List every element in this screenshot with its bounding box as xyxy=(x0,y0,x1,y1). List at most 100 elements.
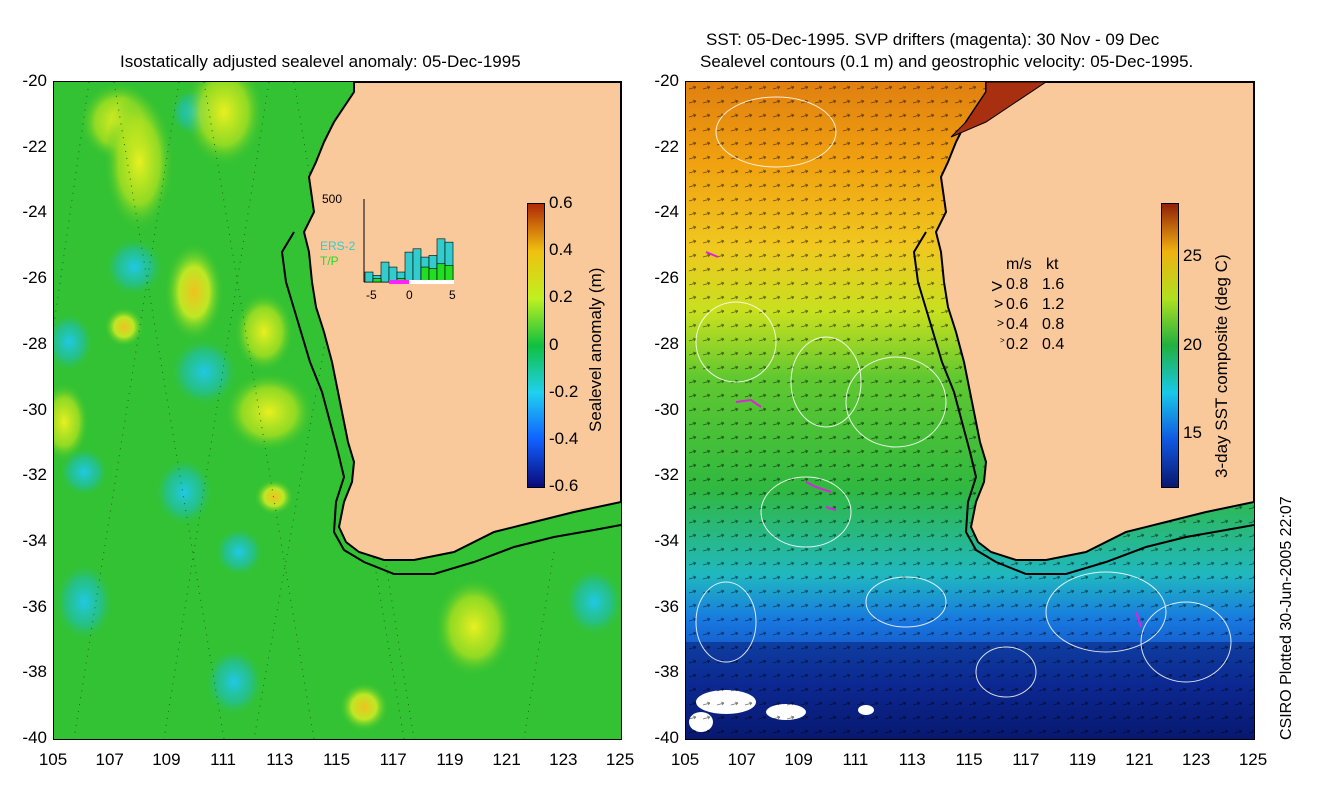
lat-tick-label: -34 xyxy=(22,530,47,550)
histogram-bar-ers2 xyxy=(404,251,414,283)
lon-tick-label: 109 xyxy=(784,750,813,769)
lat-tick-label: -36 xyxy=(22,596,47,616)
right-panel-title-line1: SST: 05-Dec-1995. SVP drifters (magenta)… xyxy=(706,30,1160,49)
lon-tick-label: 113 xyxy=(898,750,926,769)
histogram-bar-ers2 xyxy=(380,261,390,283)
warm-northwest-shelf xyxy=(950,82,1047,138)
anomaly-features xyxy=(54,82,621,732)
lon-tick-label: 111 xyxy=(210,750,237,769)
credit-text: CSIRO Plotted 30-Jun-2005 22:07 xyxy=(1278,496,1295,740)
lat-tick-label: -30 xyxy=(654,399,679,419)
velocity-legend-kt: 0.4 xyxy=(1042,336,1065,353)
sst-map: m/s kt >0.8 1.6 >0.6 1.2 >0.4 0.8 >0.2 0.4 xyxy=(685,81,1255,740)
sealevel-colorbar xyxy=(527,203,545,488)
histogram-bar-tp xyxy=(444,265,454,283)
sealevel-map: 500 ERS-2 T/P -5 0 5 xyxy=(53,81,622,740)
lat-tick-label: -40 xyxy=(22,728,47,747)
lon-tick-label: 115 xyxy=(955,750,983,769)
lon-tick-label: 117 xyxy=(379,750,407,769)
histogram-bar-tp xyxy=(436,263,446,283)
histogram-legend-ers2: ERS-2 xyxy=(320,239,356,253)
lat-tick-label: -20 xyxy=(22,71,47,90)
lat-tick-label: -32 xyxy=(654,465,679,485)
lon-tick-label: 113 xyxy=(266,750,294,769)
sst-colorbar-tick: 15 xyxy=(1183,422,1202,442)
left-panel-title: Isostatically adjusted sealevel anomaly:… xyxy=(120,52,521,71)
lat-tick-label: -30 xyxy=(22,399,47,419)
histogram-xtick: 5 xyxy=(449,288,456,302)
lon-tick-label: 109 xyxy=(152,750,181,769)
coverage-histogram xyxy=(363,199,454,284)
sealevel-colorbar-tick: 0 xyxy=(549,334,559,354)
histogram-bar-tp xyxy=(372,278,382,283)
lat-tick-label: -38 xyxy=(22,662,47,682)
right-panel-title-line2: Sealevel contours (0.1 m) and geostrophi… xyxy=(700,52,1194,71)
sealevel-colorbar-tick: 0.4 xyxy=(549,240,573,260)
lon-tick-label: 115 xyxy=(322,750,351,769)
histogram-ymax-label: 500 xyxy=(322,192,343,206)
histogram-xtick: 0 xyxy=(406,288,413,302)
lat-tick-label: -22 xyxy=(22,136,47,156)
sst-colorbar-tick: 25 xyxy=(1183,246,1202,266)
lat-tick-label: -32 xyxy=(22,465,47,485)
sealevel-colorbar-tick: 0.6 xyxy=(549,193,573,212)
histogram-bar-tp xyxy=(420,266,430,283)
shelf-edge xyxy=(280,231,621,575)
lon-tick-label: 111 xyxy=(842,750,869,769)
australia-land-sst xyxy=(934,82,1254,561)
histogram-legend-tp: T/P xyxy=(320,254,339,268)
lat-tick-label: -22 xyxy=(654,136,679,156)
lat-tick-label: -26 xyxy=(654,268,679,288)
histogram-bar-ers2 xyxy=(412,248,422,283)
svp-drifter-tracks xyxy=(705,251,1142,628)
lon-tick-label: 125 xyxy=(1238,750,1268,769)
sst-colorbar-label: 3-day SST composite (deg C) xyxy=(1212,254,1231,478)
lon-tick-label: 107 xyxy=(727,750,756,769)
lat-tick-label: -28 xyxy=(654,333,679,353)
lat-tick-label: -20 xyxy=(654,71,679,90)
sealevel-colorbar-tick: -0.6 xyxy=(549,476,579,495)
histogram-bar-ers2 xyxy=(388,266,398,283)
sealevel-colorbar-tick: -0.2 xyxy=(549,381,579,401)
histogram-xtick: -5 xyxy=(366,288,377,302)
lat-tick-label: -28 xyxy=(22,333,47,353)
velocity-legend-kt: 1.2 xyxy=(1042,296,1065,313)
lon-tick-label: 117 xyxy=(1012,750,1040,769)
sst-map-svg xyxy=(686,82,1254,739)
lon-tick-label: 125 xyxy=(605,750,635,769)
lat-tick-label: -38 xyxy=(654,662,679,682)
sealevel-colorbar-label: Sealevel anomaly (m) xyxy=(586,267,605,432)
velocity-legend-arrow-icon: > xyxy=(997,316,1005,330)
lat-tick-label: -36 xyxy=(654,596,679,616)
lat-tick-label: -40 xyxy=(654,728,679,747)
lat-tick-label: -24 xyxy=(22,202,47,222)
lat-tick-label: -34 xyxy=(654,530,679,550)
velocity-legend-kt: 0.8 xyxy=(1042,316,1065,333)
velocity-legend-arrow-icon: > xyxy=(1000,336,1005,345)
velocity-legend-ms: 0.8 xyxy=(1006,276,1029,293)
lon-tick-label: 123 xyxy=(549,750,578,769)
velocity-legend-arrow-icon: > xyxy=(991,276,1003,298)
lon-tick-label: 119 xyxy=(1069,750,1097,769)
lon-tick-label: 121 xyxy=(492,750,521,769)
velocity-legend-arrow-icon: > xyxy=(994,296,1004,313)
lon-tick-label: 105 xyxy=(670,750,700,769)
lon-tick-label: 119 xyxy=(436,750,464,769)
velocity-legend-header-ms: m/s xyxy=(1006,256,1032,273)
sst-colorbar-tick: 20 xyxy=(1183,334,1202,354)
histogram-bar-ers2 xyxy=(364,271,374,283)
sst-colorbar xyxy=(1161,203,1179,488)
lon-tick-label: 123 xyxy=(1182,750,1211,769)
lat-tick-label: -24 xyxy=(654,202,679,222)
lon-tick-label: 121 xyxy=(1125,750,1154,769)
sealevel-map-svg xyxy=(54,82,621,739)
velocity-legend-ms: 0.6 xyxy=(1006,296,1029,313)
shelf-edge-sst xyxy=(912,231,1254,575)
velocity-legend-ms: 0.4 xyxy=(1006,316,1029,333)
sealevel-contours xyxy=(695,96,1232,698)
lat-tick-label: -26 xyxy=(22,268,47,288)
lon-tick-label: 107 xyxy=(95,750,124,769)
velocity-legend-kt: 1.6 xyxy=(1042,276,1065,293)
sealevel-colorbar-tick: -0.4 xyxy=(549,428,579,448)
velocity-legend-header-kt: kt xyxy=(1046,256,1059,273)
